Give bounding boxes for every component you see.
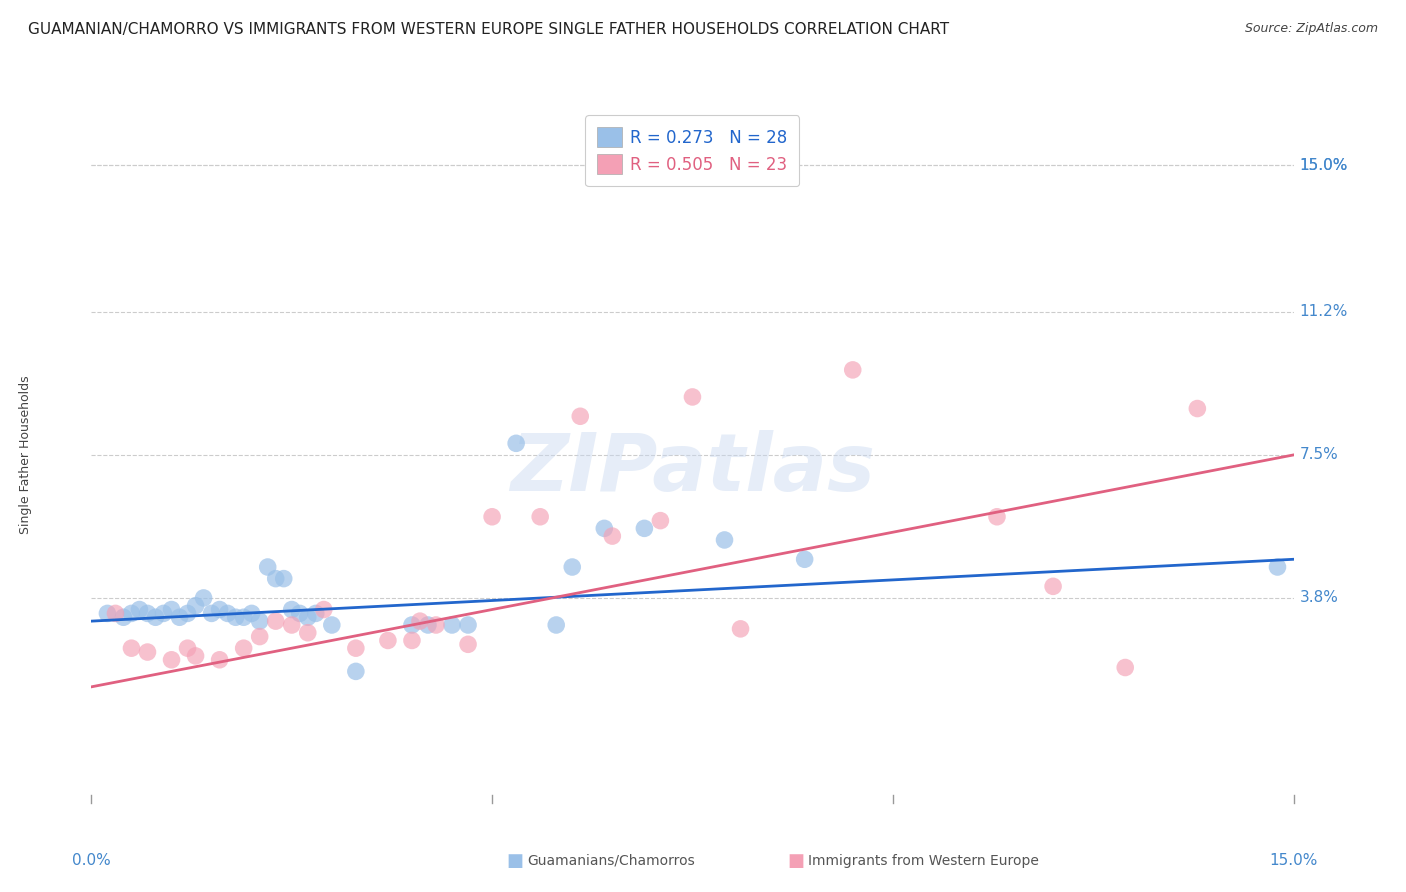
Legend: R = 0.273   N = 28, R = 0.505   N = 23: R = 0.273 N = 28, R = 0.505 N = 23 (585, 115, 800, 186)
Point (201, 607, 224, 621)
Point (288, 607, 311, 621)
Point (401, 633, 423, 648)
Point (264, 572, 287, 586)
Point (184, 599, 207, 613)
Point (249, 630, 271, 644)
Point (321, 618, 343, 632)
Point (633, 521, 655, 535)
Point (297, 625, 319, 640)
Text: ■: ■ (787, 852, 804, 870)
Point (104, 607, 127, 621)
Point (169, 610, 191, 624)
Point (730, 622, 752, 636)
Point (546, 618, 568, 632)
Point (240, 607, 263, 621)
Point (377, 633, 399, 648)
Point (152, 607, 174, 621)
Point (409, 614, 432, 628)
Text: Source: ZipAtlas.com: Source: ZipAtlas.com (1244, 22, 1378, 36)
Point (225, 610, 247, 624)
Point (232, 610, 254, 624)
Point (569, 409, 592, 424)
Point (193, 591, 215, 605)
Point (184, 648, 207, 663)
Point (121, 607, 143, 621)
Point (457, 637, 479, 651)
Point (305, 607, 328, 621)
Point (273, 572, 295, 586)
Point (264, 614, 287, 628)
Point (208, 602, 231, 616)
Point (136, 645, 159, 659)
Point (593, 521, 616, 535)
Point (529, 509, 551, 524)
Text: 15.0%: 15.0% (1270, 853, 1317, 868)
Point (1267, 560, 1289, 574)
Point (401, 618, 423, 632)
Point (681, 390, 703, 404)
Point (344, 641, 367, 656)
Point (145, 610, 167, 624)
Point (176, 607, 198, 621)
Text: Immigrants from Western Europe: Immigrants from Western Europe (808, 854, 1039, 868)
Point (416, 618, 439, 632)
Point (297, 610, 319, 624)
Point (281, 602, 304, 616)
Point (1187, 401, 1209, 416)
Point (176, 641, 198, 656)
Text: 3.8%: 3.8% (1299, 591, 1339, 606)
Text: 15.0%: 15.0% (1299, 158, 1348, 172)
Point (602, 529, 624, 543)
Text: 15.0%: 15.0% (1299, 158, 1348, 172)
Point (650, 514, 672, 528)
Point (160, 653, 183, 667)
Point (217, 607, 239, 621)
Text: ZIPatlas: ZIPatlas (510, 430, 875, 508)
Point (841, 363, 863, 377)
Point (793, 552, 815, 566)
Point (208, 653, 231, 667)
Point (505, 436, 527, 450)
Point (481, 509, 503, 524)
Point (986, 509, 1008, 524)
Point (344, 665, 367, 679)
Point (1042, 579, 1064, 593)
Point (96, 607, 118, 621)
Point (232, 641, 254, 656)
Point (256, 560, 278, 574)
Point (249, 614, 271, 628)
Point (160, 602, 183, 616)
Point (281, 618, 304, 632)
Text: GUAMANIAN/CHAMORRO VS IMMIGRANTS FROM WESTERN EUROPE SINGLE FATHER HOUSEHOLDS CO: GUAMANIAN/CHAMORRO VS IMMIGRANTS FROM WE… (28, 22, 949, 37)
Point (440, 618, 463, 632)
Point (121, 641, 143, 656)
Point (425, 618, 447, 632)
Point (713, 533, 735, 547)
Point (561, 560, 583, 574)
Text: 7.5%: 7.5% (1299, 448, 1339, 462)
Point (136, 607, 159, 621)
Point (1114, 660, 1136, 674)
Point (128, 602, 150, 616)
Point (112, 610, 135, 624)
Text: 0.0%: 0.0% (72, 853, 111, 868)
Text: Single Father Households: Single Father Households (18, 376, 32, 534)
Text: Guamanians/Chamorros: Guamanians/Chamorros (527, 854, 695, 868)
Text: 11.2%: 11.2% (1299, 304, 1348, 319)
Point (312, 602, 335, 616)
Point (457, 618, 479, 632)
Text: ■: ■ (506, 852, 523, 870)
